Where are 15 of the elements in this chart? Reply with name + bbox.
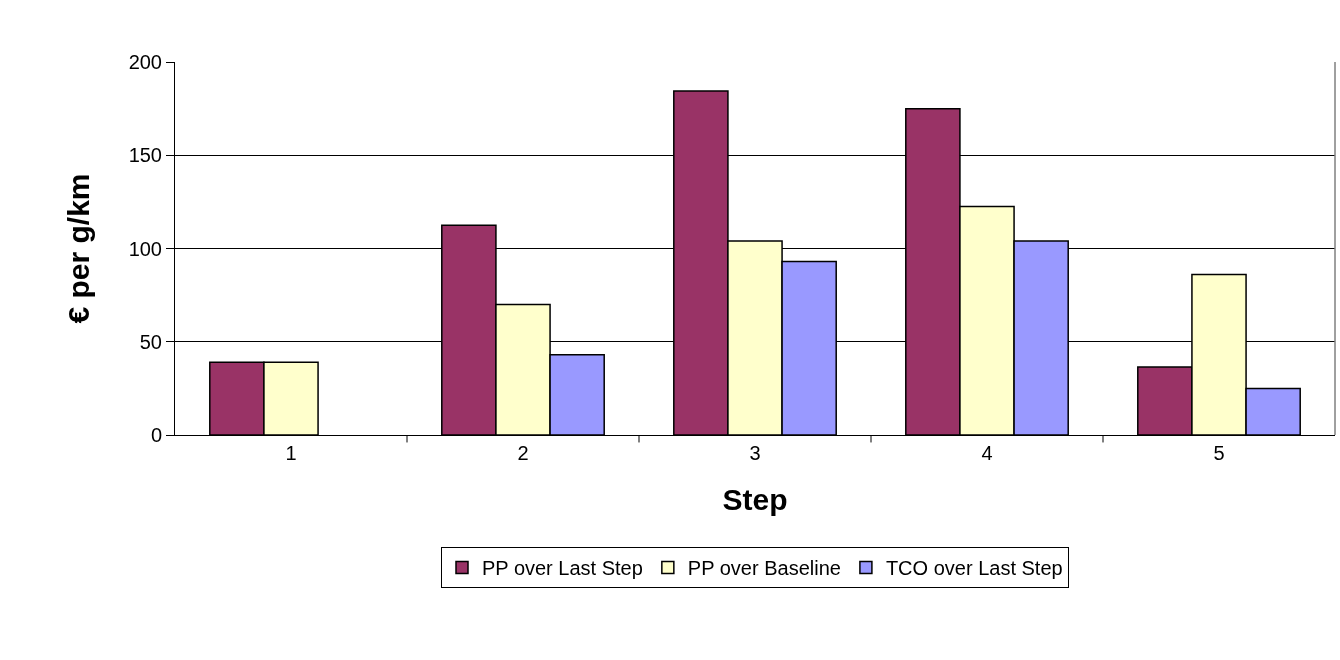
- y-tick-label: 0: [150, 424, 162, 446]
- legend-label: PP over Last Step: [482, 557, 643, 580]
- x-tick-label: 1: [285, 442, 297, 464]
- x-tick-label: 2: [517, 442, 529, 464]
- legend-label: PP over Baseline: [687, 557, 841, 580]
- y-tick-label: 50: [139, 330, 162, 353]
- x-tick-label: 5: [1213, 442, 1225, 464]
- y-tick-label: 200: [128, 51, 162, 73]
- x-tick-label: 4: [981, 442, 993, 464]
- x-tick-label: 3: [749, 442, 761, 464]
- y-tick-label: 150: [128, 144, 162, 167]
- legend-label: TCO over Last Step: [885, 557, 1063, 580]
- y-axis-title: € per g/km: [61, 173, 95, 324]
- y-tick-label: 100: [128, 237, 162, 260]
- x-axis-title: Step: [722, 482, 788, 516]
